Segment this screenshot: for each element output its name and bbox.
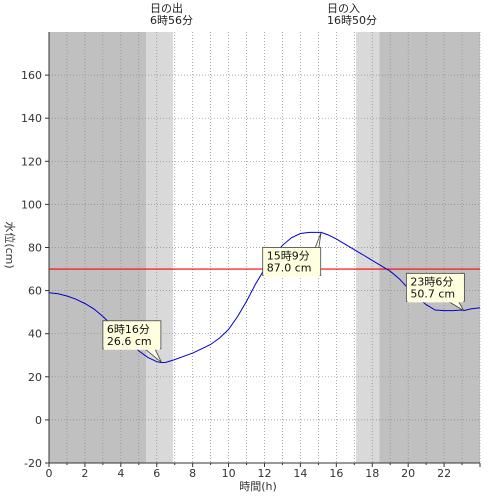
x-tick-label: 0: [46, 467, 53, 480]
y-tick-label: 80: [28, 242, 42, 255]
annotation-value: 50.7 cm: [410, 287, 455, 300]
twilight-region-morning: [145, 32, 173, 463]
x-tick-label: 14: [293, 467, 307, 480]
day-night-shading: [49, 32, 480, 463]
annotation-time: 23時6分: [410, 275, 453, 288]
y-tick-label: 20: [28, 371, 42, 384]
annotation-value: 87.0 cm: [267, 262, 312, 275]
annotation-box-seam: [103, 347, 160, 350]
y-tick-label: 100: [21, 198, 42, 211]
x-tick-label: 18: [365, 467, 379, 480]
y-tick-label: 60: [28, 285, 42, 298]
annotation-value: 26.6 cm: [107, 335, 152, 348]
x-tick-label: 6: [153, 467, 160, 480]
sunrise-label: 日の出: [150, 1, 183, 15]
annotation-box-seam: [263, 274, 320, 277]
y-tick-label: 0: [35, 414, 42, 427]
y-tick-label: 140: [21, 112, 42, 125]
y-tick-label: 160: [21, 69, 42, 82]
sunrise-time: 6時56分: [150, 14, 193, 27]
annotation-box-seam: [407, 300, 464, 303]
x-tick-label: 2: [81, 467, 88, 480]
sunset-label: 日の入: [327, 2, 360, 15]
x-tick-label: 16: [329, 467, 343, 480]
sunset-time: 16時50分: [327, 14, 377, 27]
x-tick-label: 8: [189, 467, 196, 480]
x-axis-label: 時間(h): [239, 480, 277, 493]
annotation-box: [262, 247, 322, 276]
x-tick-label: 10: [222, 467, 236, 480]
annotation-time: 15時9分: [267, 250, 310, 263]
y-tick-label: 120: [21, 155, 42, 168]
annotation-time: 6時16分: [107, 323, 150, 336]
axes: 0 2 4 6 8 10 12 14 16 18 20 22 -20 0 20 40 60 80 100 120 140…: [21, 32, 481, 480]
x-tick-label: 4: [117, 467, 124, 480]
x-tick-label: 22: [437, 467, 451, 480]
y-tick-label: -20: [24, 457, 42, 470]
annotation-box: [405, 272, 465, 302]
y-tick-label: 40: [28, 328, 42, 341]
y-axis-label: 水位(cm): [3, 221, 17, 268]
x-tick-label: 12: [258, 467, 272, 480]
x-tick-label: 20: [401, 467, 415, 480]
